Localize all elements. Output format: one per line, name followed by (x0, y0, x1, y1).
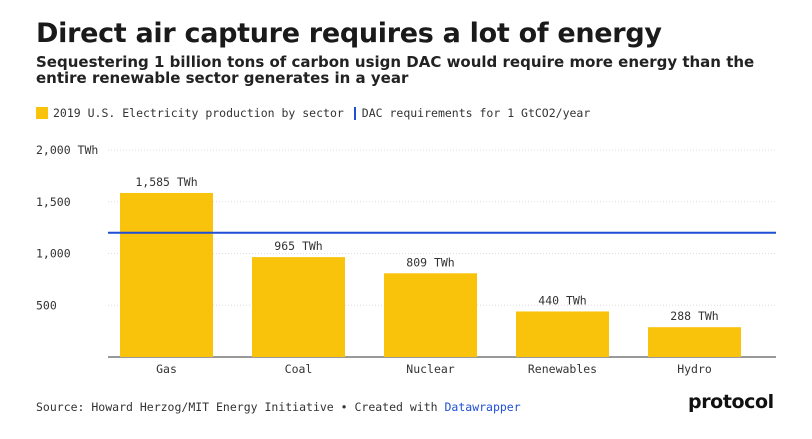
bar-value-label: 965 TWh (274, 239, 322, 253)
legend-bar-swatch (36, 107, 48, 119)
source-text: Source: Howard Herzog/MIT Energy Initiat… (36, 400, 445, 414)
bar (516, 311, 609, 357)
legend: 2019 U.S. Electricity production by sect… (36, 106, 590, 120)
bar (252, 257, 345, 357)
legend-line-label: DAC requirements for 1 GtCO2/year (361, 106, 591, 120)
chart-subtitle: Sequestering 1 billion tons of carbon us… (36, 53, 755, 87)
datawrapper-link[interactable]: Datawrapper (444, 400, 521, 414)
legend-line-swatch (353, 106, 356, 120)
bar-value-label: 288 TWh (670, 309, 718, 323)
bar-value-label: 1,585 TWh (135, 175, 197, 189)
bar (648, 327, 741, 357)
x-tick-label: Renewables (528, 362, 597, 376)
x-tick-label: Hydro (677, 362, 712, 376)
footer: Source: Howard Herzog/MIT Energy Initiat… (36, 400, 521, 414)
label-layer: 500 1,000 1,500 2,000 TWh 1,585 TWh Gas 965 TW… (36, 143, 719, 376)
y-tick-label: 1,500 (36, 195, 71, 209)
y-tick-label: 500 (36, 298, 57, 312)
bar-layer (120, 192, 741, 357)
y-tick-label: 1,000 (36, 247, 71, 261)
x-tick-label: Nuclear (406, 362, 455, 376)
legend-bar-label: 2019 U.S. Electricity production by sect… (53, 106, 344, 120)
bar-value-label: 809 TWh (406, 255, 454, 269)
bar-value-label: 440 TWh (538, 293, 586, 307)
x-tick-label: Gas (156, 362, 177, 376)
protocol-logo: protocol (688, 391, 774, 413)
chart-title: Direct air capture requires a lot of ene… (36, 18, 662, 49)
x-tick-label: Coal (285, 362, 313, 376)
bar (384, 273, 477, 357)
y-tick-label: 2,000 TWh (36, 143, 98, 157)
bar (120, 192, 213, 357)
